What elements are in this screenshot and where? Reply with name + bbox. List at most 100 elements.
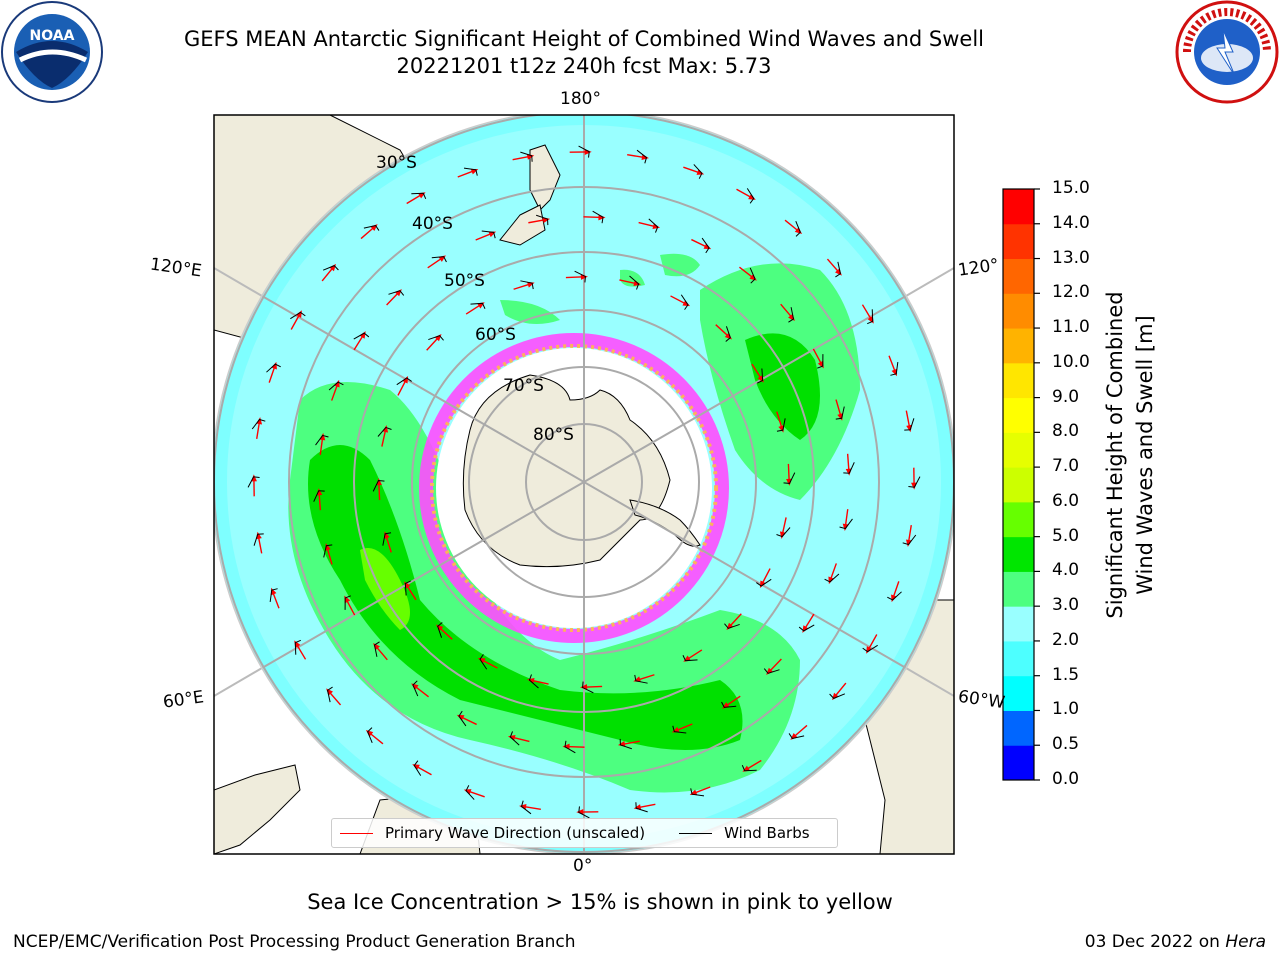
colorbar-segment (1003, 536, 1034, 572)
wave-direction-arrow (739, 266, 755, 279)
chart-subtitle: 20221201 t12z 240h fcst Max: 5.73 (396, 54, 772, 78)
wave-direction-arrow (867, 634, 878, 651)
wave-arrow-head (906, 424, 913, 433)
wave-direction-arrow (784, 219, 800, 233)
wind-barb (373, 641, 380, 657)
wave-direction-arrow (406, 193, 423, 205)
chart-title: GEFS MEAN Antarctic Significant Height o… (183, 27, 985, 51)
colorbar-segment (1003, 710, 1034, 746)
wind-barb (724, 623, 740, 629)
colorbar (1003, 188, 1040, 781)
colorbar-label: Significant Height of Combined Wind Wave… (1100, 245, 1160, 665)
wind-barb (824, 573, 840, 583)
wind-barb (862, 644, 878, 653)
wave-arrow-head (617, 740, 626, 747)
colorbar-segment (1003, 501, 1034, 538)
colorbar-tick-label: 5.0 (1052, 525, 1080, 546)
colorbar-segment (1003, 258, 1034, 294)
lat-label-50s: 50°S (444, 271, 485, 291)
colorbar-tick-label: 14.0 (1052, 212, 1090, 233)
wind-barb (592, 210, 604, 224)
wind-barb (437, 622, 443, 638)
sea-ice-edge (419, 333, 729, 643)
colorbar-tick-label: 7.0 (1052, 456, 1080, 477)
map-frame (213, 114, 955, 855)
wave-arrow-head (255, 531, 262, 540)
wind-barb (783, 472, 796, 484)
wave-direction-arrow (522, 805, 541, 810)
lat-label-30s: 30°S (376, 153, 417, 173)
wind-barb (835, 406, 845, 420)
wind-barb (528, 674, 539, 689)
wind-barb (887, 591, 902, 601)
wind-barb (798, 624, 815, 632)
svg-text:NOAA: NOAA (30, 28, 75, 44)
footer-date: 03 Dec 2022 on Hera (1085, 932, 1266, 952)
wind-barb (902, 534, 917, 546)
wave-direction-arrow (413, 685, 429, 698)
wind-barb (247, 476, 260, 488)
wind-barb (693, 164, 703, 179)
wave-arrow-head (324, 543, 331, 551)
sea-ice-caption: Sea Ice Concentration > 15% is shown in … (0, 890, 1280, 914)
wind-barb (757, 368, 764, 384)
wind-barb (404, 580, 411, 596)
colorbar-tick-label: 12.0 (1052, 282, 1090, 303)
wave-direction-arrow (670, 295, 687, 305)
footer-date-text: 03 Dec 2022 on (1084, 932, 1220, 952)
legend-barb-label: Wind Barbs (724, 824, 810, 842)
wave-direction-arrow (861, 304, 873, 321)
wave-direction-arrow (892, 581, 900, 599)
wind-barb (481, 230, 496, 239)
wind-barb (251, 418, 266, 430)
colorbar-tick-label: 3.0 (1052, 595, 1080, 616)
wind-barb (372, 480, 385, 492)
wave-arrow-head (526, 153, 535, 160)
colorbar-tick-label: 2.0 (1052, 629, 1080, 650)
colorbar-segment (1003, 293, 1034, 329)
wind-barb (648, 218, 659, 233)
legend-item-wave: Primary Wave Direction (unscaled) (340, 824, 645, 842)
wave-direction-arrow (566, 745, 585, 748)
wind-barb (721, 701, 737, 708)
wind-barb (578, 145, 590, 158)
wind-barb (829, 693, 846, 699)
wind-barb (763, 668, 780, 674)
wind-barb (520, 280, 534, 290)
wind-barb (672, 725, 687, 734)
wind-barb (328, 381, 344, 391)
wind-barb (315, 434, 329, 446)
wind-barb (749, 267, 756, 284)
wave-direction-arrow (907, 525, 912, 544)
wind-barb (322, 265, 339, 271)
wind-barb (253, 533, 264, 546)
legend-item-barb: Wind Barbs (679, 824, 810, 842)
wave-arrow-head (837, 413, 844, 421)
wind-barb (520, 800, 532, 815)
wave-arrow-head (633, 804, 642, 811)
colorbar-segment (1003, 640, 1034, 677)
wind-barb (431, 256, 447, 263)
lat-label-40s: 40°S (412, 214, 453, 234)
wind-barb (313, 490, 325, 502)
legend-barb-line (679, 832, 713, 834)
wind-barb (776, 418, 786, 432)
wave-direction-arrow (481, 659, 498, 669)
wave-direction-arrow (460, 715, 477, 726)
land-new-zealand-south (499, 204, 546, 246)
lon-label-180: 180° (560, 89, 601, 109)
colorbar-tick-label: 13.0 (1052, 247, 1090, 268)
wind-barb (746, 188, 755, 204)
wave-direction-arrow (761, 568, 771, 585)
legend-wave-label: Primary Wave Direction (unscaled) (385, 824, 646, 842)
wave-direction-arrow (736, 188, 753, 199)
wind-barb (908, 476, 921, 488)
wave-direction-arrow (271, 591, 280, 609)
wind-barb (564, 740, 576, 754)
colorbar-tick-label: 15.0 (1052, 178, 1090, 198)
wind-barb (843, 462, 855, 474)
wind-barb (839, 518, 853, 530)
legend-wave-line (340, 832, 373, 834)
wind-barb (463, 167, 478, 176)
